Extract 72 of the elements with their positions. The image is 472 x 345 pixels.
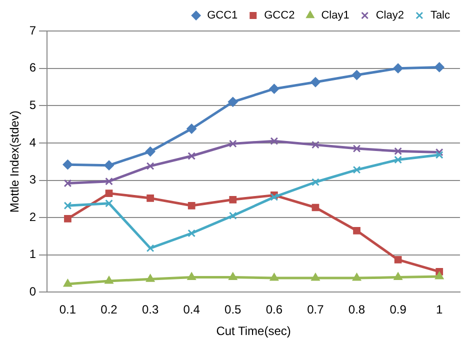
point xyxy=(64,215,72,222)
legend-label: Clay2 xyxy=(376,10,404,22)
point xyxy=(352,70,362,80)
x-tick-label: 0.3 xyxy=(142,302,159,317)
x-tick-label: 0.1 xyxy=(59,302,76,317)
x-tick-label: 0.2 xyxy=(100,302,118,317)
legend-label: Clay1 xyxy=(321,10,350,22)
y-tick-label: 3 xyxy=(29,172,36,187)
point xyxy=(186,124,197,134)
point xyxy=(352,166,361,174)
point xyxy=(64,179,72,188)
point xyxy=(105,190,113,197)
point xyxy=(188,152,196,160)
y-axis-title: Mottle Index(stdev) xyxy=(8,110,22,213)
y-tick-label: 2 xyxy=(29,210,36,224)
point xyxy=(352,144,361,152)
point xyxy=(269,84,280,94)
point xyxy=(434,62,444,72)
point xyxy=(105,177,113,186)
point xyxy=(311,273,320,281)
point xyxy=(228,140,237,148)
point xyxy=(435,148,444,156)
point xyxy=(352,273,362,281)
y-tick-label: 5 xyxy=(29,98,36,112)
x-tick-label: 0.7 xyxy=(307,302,324,317)
point xyxy=(229,196,237,204)
point xyxy=(146,194,154,202)
x-tick-label: 0.9 xyxy=(390,302,407,317)
point xyxy=(146,274,155,282)
point xyxy=(394,156,402,164)
point xyxy=(310,77,320,88)
point xyxy=(434,272,444,280)
point xyxy=(393,63,404,74)
y-tick-label: 0 xyxy=(29,284,36,299)
point xyxy=(188,229,196,238)
point xyxy=(394,147,402,156)
point xyxy=(353,226,360,234)
point xyxy=(145,146,156,157)
point xyxy=(435,150,444,159)
point xyxy=(312,140,320,149)
legend-label: GCC2 xyxy=(264,10,295,22)
point xyxy=(228,212,237,220)
point xyxy=(104,276,114,284)
y-tick-label: 6 xyxy=(29,60,36,75)
legend-label: GCC1 xyxy=(207,10,238,22)
point xyxy=(394,272,402,280)
legend-label: Talc xyxy=(430,10,450,22)
point xyxy=(312,178,320,186)
point xyxy=(188,202,196,210)
point xyxy=(105,199,113,208)
x-tick-label: 0.6 xyxy=(266,302,283,317)
x-tick-label: 0.8 xyxy=(348,302,366,317)
point xyxy=(270,273,279,281)
point xyxy=(146,244,154,252)
y-tick-label: 4 xyxy=(29,135,36,150)
point xyxy=(270,137,278,146)
x-tick-label: 1 xyxy=(436,302,444,317)
point xyxy=(146,162,154,170)
x-tick-label: 0.4 xyxy=(183,302,200,317)
point xyxy=(394,256,402,264)
y-tick-label: 7 xyxy=(29,23,36,38)
point xyxy=(228,96,238,107)
point xyxy=(228,272,238,280)
point xyxy=(63,278,72,287)
point xyxy=(62,160,73,170)
point xyxy=(104,160,114,170)
y-tick-label: 1 xyxy=(29,247,36,262)
point xyxy=(187,272,196,280)
x-tick-label: 0.5 xyxy=(224,302,242,317)
point xyxy=(64,202,72,210)
point xyxy=(312,204,320,212)
x-axis-title: Cut Time(sec) xyxy=(216,324,291,338)
